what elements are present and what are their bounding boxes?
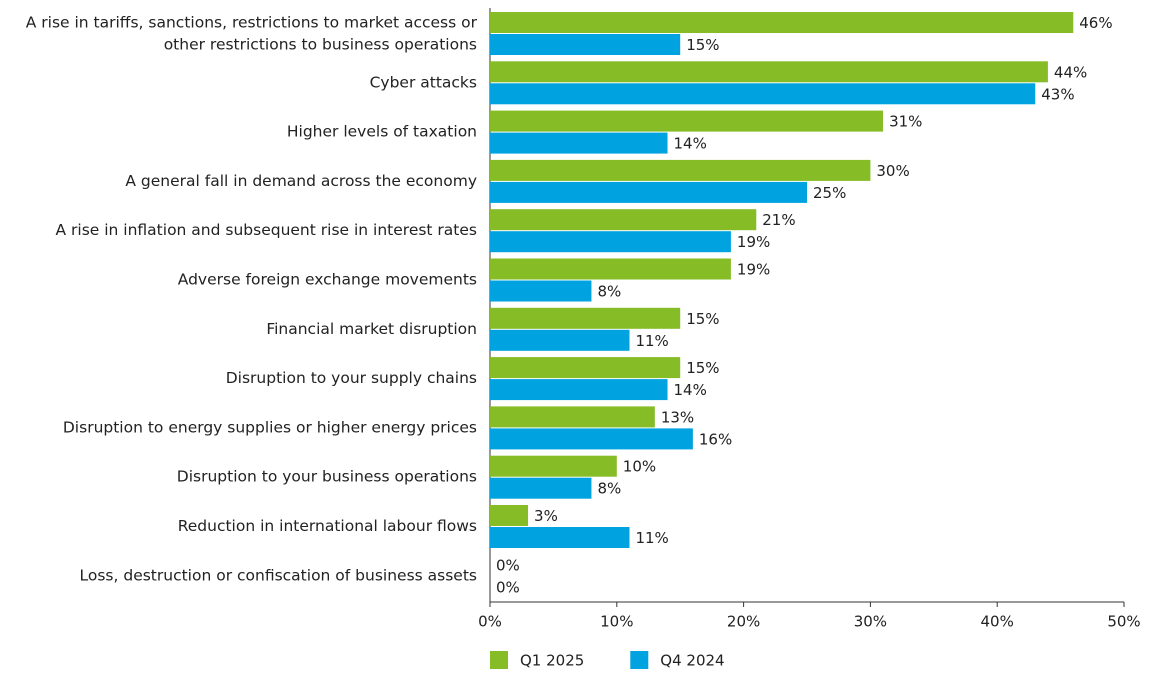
value-label: 43% [1041,85,1074,103]
bar [490,231,731,253]
bar [490,527,630,548]
x-tick-label: 0% [478,613,502,631]
value-label: 8% [597,480,621,498]
bar [490,357,681,379]
value-label: 0% [496,578,520,596]
x-tick-label: 30% [854,613,887,631]
bar [490,34,681,55]
category-label: A rise in tariffs, sanctions, restrictio… [26,13,478,53]
value-label: 13% [661,408,694,426]
legend-label: Q4 2024 [660,652,724,670]
value-label: 14% [674,381,707,399]
value-label: 46% [1079,14,1112,32]
category-label: Higher levels of taxation [287,123,477,141]
x-tick-label: 40% [981,613,1014,631]
legend-label: Q1 2025 [520,652,584,670]
value-label: 30% [876,162,909,180]
value-label: 11% [635,529,668,547]
bar [490,61,1048,83]
category-label: Loss, destruction or confiscation of bus… [80,566,478,584]
bar [490,505,529,526]
value-label: 0% [496,556,520,574]
value-label: 21% [762,211,795,229]
value-label: 19% [737,261,770,279]
value-label: 44% [1054,63,1087,81]
bar [490,110,884,132]
bar [490,406,655,428]
value-label: 3% [534,507,558,525]
value-label: 15% [686,359,719,377]
bar [490,379,668,401]
x-tick-label: 10% [600,613,633,631]
category-label: Disruption to energy supplies or higher … [63,418,477,436]
bar [490,209,757,231]
value-label: 16% [699,430,732,448]
bar [490,477,592,499]
bar [490,12,1074,33]
category-label: Adverse foreign exchange movements [178,271,477,289]
value-label: 8% [597,283,621,301]
value-label: 11% [635,332,668,350]
bar [490,307,681,329]
category-label: Reduction in international labour flows [178,517,477,535]
value-label: 15% [686,36,719,54]
x-tick-label: 20% [727,613,760,631]
category-label: Disruption to your business operations [177,468,477,486]
legend-swatch [630,651,649,669]
legend-swatch [490,651,508,669]
value-label: 15% [686,310,719,328]
bar [490,132,668,154]
category-label: A general fall in demand across the econ… [125,172,477,190]
bar [490,329,630,351]
category-label: Cyber attacks [370,73,477,91]
category-label-line: other restrictions to business operation… [164,35,477,53]
value-label: 19% [737,233,770,251]
bar [490,428,693,450]
bar [490,181,807,203]
bar [490,258,731,280]
value-label: 25% [813,184,846,202]
category-label: A rise in inflation and subsequent rise … [55,221,477,239]
bar [490,83,1036,105]
category-label: Disruption to your supply chains [226,369,477,387]
x-tick-label: 50% [1107,613,1140,631]
value-label: 31% [889,113,922,131]
category-label: Financial market disruption [266,320,477,338]
bar [490,159,871,181]
value-label: 14% [674,135,707,153]
bar [490,280,592,302]
category-label-line: A rise in tariffs, sanctions, restrictio… [26,13,478,31]
value-label: 10% [623,458,656,476]
bar [490,455,617,477]
